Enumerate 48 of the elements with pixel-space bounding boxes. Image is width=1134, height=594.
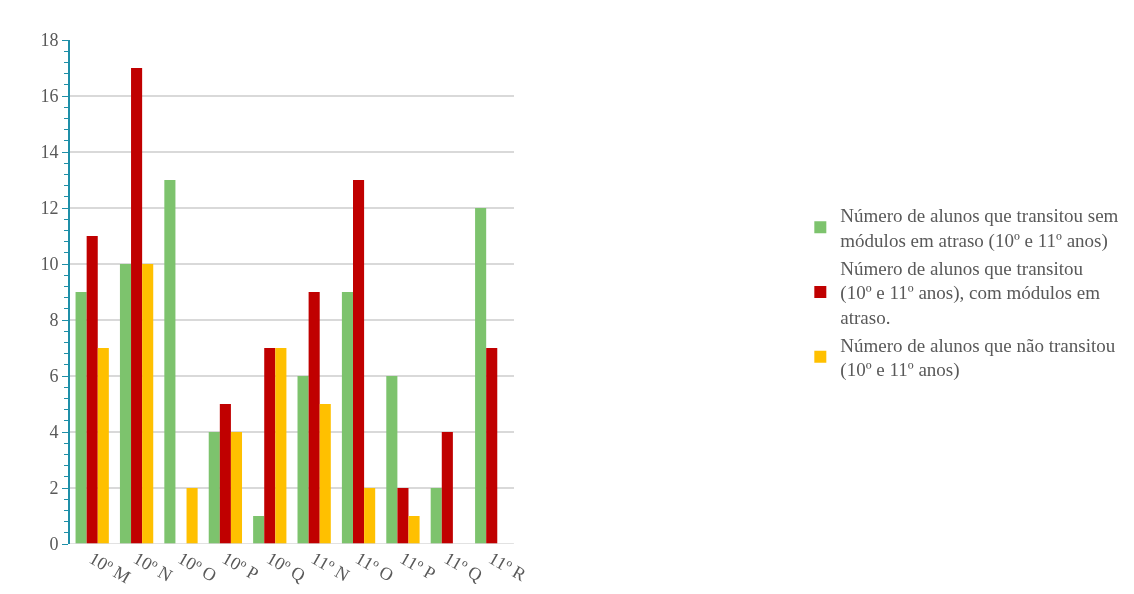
bar: [97, 348, 109, 544]
x-tick-label: 10º Q: [263, 547, 309, 586]
y-tick-label: 10: [40, 254, 59, 275]
bar: [430, 488, 442, 544]
bar: [386, 376, 398, 544]
y-tick-label: 18: [40, 30, 59, 51]
bar: [219, 404, 231, 544]
bar: [86, 236, 98, 544]
x-tick-label: 11º Q: [440, 547, 486, 586]
bar: [264, 348, 276, 544]
x-tick-label: 11º P: [396, 547, 439, 584]
bar: [119, 264, 132, 544]
bar: [186, 488, 198, 544]
bar: [353, 180, 365, 544]
bar: [131, 68, 143, 544]
bar: [475, 208, 487, 544]
bar: [364, 488, 376, 544]
bar: [341, 292, 353, 544]
bar: [142, 264, 154, 544]
y-tick-label: 2: [49, 478, 59, 499]
y-tick-label: 12: [40, 198, 59, 219]
bar: [208, 432, 220, 544]
bar: [397, 488, 409, 544]
bar: [253, 516, 265, 544]
bar: [164, 180, 176, 544]
x-tick-label: 11º R: [485, 547, 530, 585]
bar: [75, 292, 87, 544]
bar: [486, 348, 498, 544]
bar: [319, 404, 331, 544]
x-tick-label: 10º P: [218, 547, 262, 585]
y-tick-label: 16: [40, 86, 59, 107]
x-tick-label: 10º O: [174, 547, 221, 586]
y-tick-label: 4: [49, 422, 59, 443]
bar: [230, 432, 243, 544]
bar: [441, 432, 453, 544]
bar: [275, 348, 287, 544]
legend-label: Número de alunos que não transitou (10º e 11º anos): [840, 334, 1116, 382]
y-tick-label: 14: [40, 142, 59, 163]
legend-label: Número de alunos que transitou sem módulos em atraso (10º e 11º anos): [840, 205, 1119, 252]
bar: [408, 516, 420, 544]
bar: [297, 376, 309, 544]
y-tick-label: 0: [49, 534, 59, 555]
bar: [308, 292, 320, 544]
legend-label: Número de alunos que transitou (10º e 11º anos), com módulos em atraso.: [840, 257, 1101, 329]
y-tick-label: 8: [49, 310, 59, 331]
y-tick-label: 6: [49, 366, 59, 387]
x-tick-label: 11º O: [352, 547, 398, 586]
x-tick-label: 11º N: [307, 547, 353, 586]
